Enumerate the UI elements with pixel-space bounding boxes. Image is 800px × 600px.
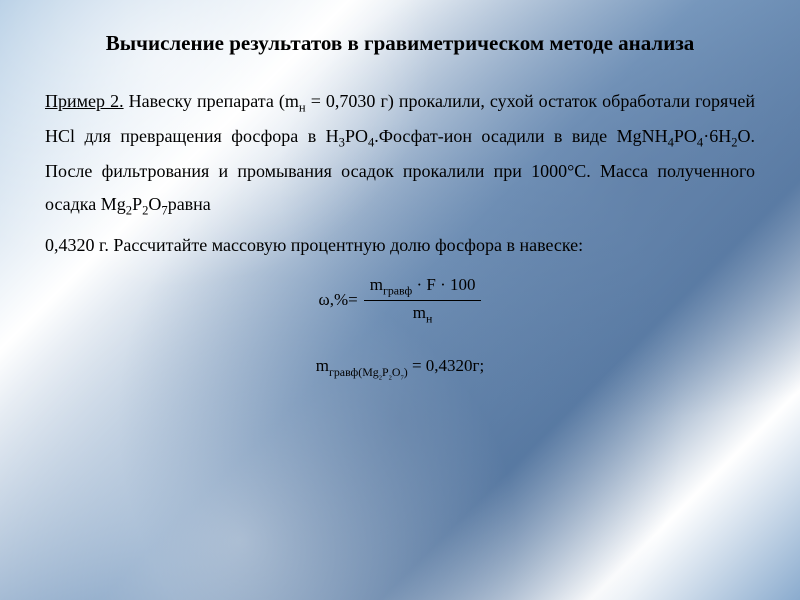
formula2-text: mгравф(Mg2P2O7) = 0,4320г;	[316, 356, 485, 375]
formula-fraction: mгравф · F · 100 mн	[364, 275, 482, 327]
formula-denominator: mн	[364, 301, 482, 326]
page-title: Вычисление результатов в гравиметрическо…	[45, 30, 755, 57]
formula-2: mгравф(Mg2P2O7) = 0,4320г;	[45, 356, 755, 381]
formula-1: ω,%= mгравф · F · 100 mн	[45, 275, 755, 327]
body-paragraph-2: 0,4320 г. Рассчитайте массовую процентну…	[45, 229, 755, 262]
formula-left: ω,%=	[319, 290, 358, 310]
formula-numerator: mгравф · F · 100	[364, 275, 482, 301]
example-label: Пример 2.	[45, 91, 124, 111]
body-text-1: Навеску препарата (mн = 0,7030 г) прокал…	[45, 91, 755, 214]
body-paragraph-1: Пример 2. Навеску препарата (mн = 0,7030…	[45, 85, 755, 223]
